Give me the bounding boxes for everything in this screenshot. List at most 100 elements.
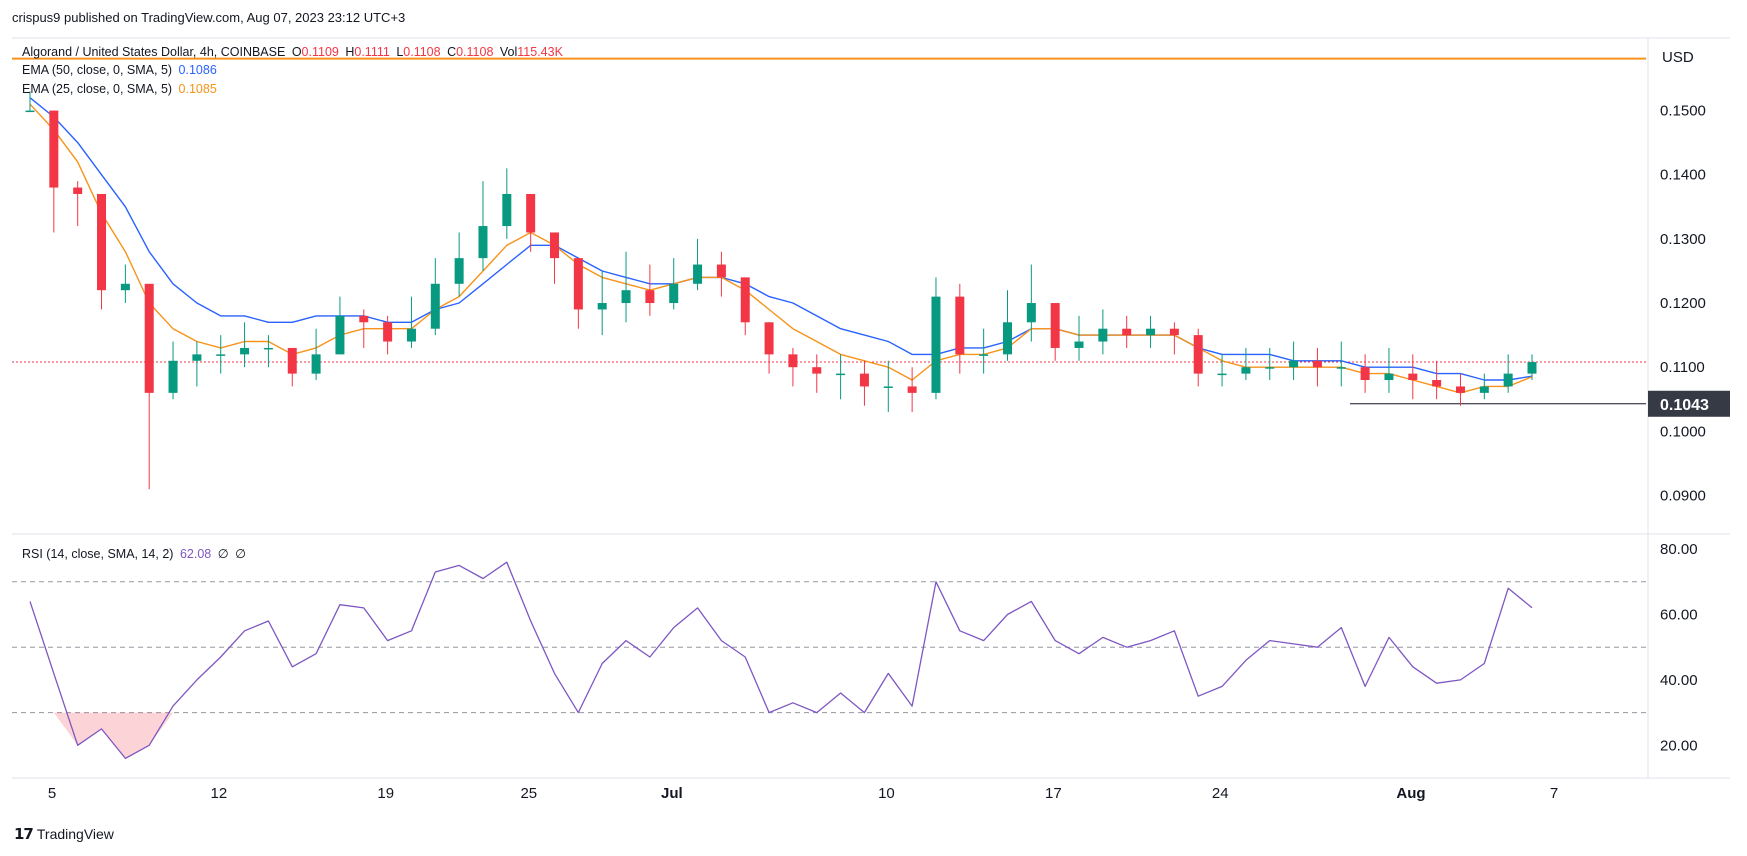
candle <box>25 91 35 113</box>
support-price-label: 0.1043 <box>1660 397 1709 414</box>
candle-body <box>1217 373 1227 376</box>
candle-body <box>1122 328 1132 336</box>
candle-body <box>1098 328 1108 342</box>
rsi-tick-label: 60.00 <box>1660 606 1698 623</box>
candle-body <box>1146 328 1156 336</box>
candle <box>311 328 321 381</box>
candle <box>1193 328 1203 387</box>
candle-body <box>526 193 536 233</box>
axes-layer[interactable]: 0.1500 0.1400 0.1300 0.1200 0.1100 0.1000 0.09… <box>48 49 1730 802</box>
candle <box>1360 354 1370 393</box>
candle <box>597 270 607 336</box>
candle <box>979 328 989 374</box>
candle-body <box>1050 303 1060 348</box>
rsi-extra-1: ∅ <box>217 547 229 561</box>
price-tick-label: 0.1400 <box>1660 167 1706 184</box>
candle <box>1455 373 1465 406</box>
candle <box>1169 322 1179 355</box>
symbol-name: Algorand / United States Dollar, 4h, COI… <box>22 45 286 59</box>
candle <box>1479 373 1489 400</box>
candle <box>955 283 965 374</box>
ema50-legend[interactable]: EMA (50, close, 0, SMA, 5) 0.1086 <box>22 63 220 77</box>
time-tick-label: 24 <box>1212 785 1229 802</box>
price-tick-label: 0.1300 <box>1660 231 1706 248</box>
candle-body <box>1002 322 1012 355</box>
candle <box>216 335 226 374</box>
candle-body <box>1074 341 1084 348</box>
rsi-oversold-fill <box>53 712 174 759</box>
candle <box>764 322 774 374</box>
price-lines-layer <box>12 57 1646 405</box>
candle-body <box>693 264 703 284</box>
candle <box>73 181 83 227</box>
time-tick-label: 25 <box>520 785 537 802</box>
candle <box>1503 354 1513 393</box>
publisher-line: crispus9 published on TradingView.com, A… <box>12 10 406 25</box>
candle-body <box>859 373 869 387</box>
candle <box>621 251 631 323</box>
candle-body <box>1479 386 1489 393</box>
ema25-label: EMA (25, close, 0, SMA, 5) <box>22 82 173 96</box>
candle <box>645 264 655 316</box>
candle-body <box>430 283 440 329</box>
time-tick-label: 19 <box>377 785 394 802</box>
close-label: C <box>447 45 457 59</box>
candle-body <box>478 226 488 259</box>
candle <box>240 322 250 368</box>
symbol-legend: Algorand / United States Dollar, 4h, COI… <box>22 45 566 59</box>
candle-body <box>764 322 774 355</box>
candle-body <box>287 347 297 374</box>
rsi-legend[interactable]: RSI (14, close, SMA, 14, 2) 62.08 ∅ ∅ <box>22 546 249 561</box>
open-label: O <box>291 45 302 59</box>
candle-body <box>1026 303 1036 323</box>
candle-body <box>907 386 917 393</box>
candle-body <box>49 110 59 188</box>
candle <box>1432 360 1442 400</box>
candle-body <box>740 277 750 323</box>
candle <box>359 309 369 348</box>
candle-body <box>1360 367 1370 381</box>
candle-body <box>240 347 250 355</box>
candle-body <box>955 296 965 355</box>
rsi-value: 62.08 <box>179 547 212 561</box>
candle-body <box>263 347 273 350</box>
candle-body <box>1336 367 1346 369</box>
candle <box>1408 354 1418 400</box>
candle-body <box>621 290 631 304</box>
price-tick-label: 0.1000 <box>1660 423 1706 440</box>
ema25-line <box>29 103 1533 394</box>
candle-body <box>383 322 393 342</box>
candle <box>406 296 416 348</box>
close-value: 0.1108 <box>456 45 494 59</box>
candle <box>168 341 178 400</box>
tradingview-brand: TradingView <box>36 826 114 842</box>
tradingview-logo[interactable]: 𝟭𝟳 TradingView <box>14 825 114 843</box>
candle-body <box>502 193 512 227</box>
time-tick-label: 10 <box>878 785 895 802</box>
rsi-line <box>29 561 1533 760</box>
candle-body <box>788 354 798 368</box>
candle <box>883 360 893 413</box>
candle <box>1098 309 1108 355</box>
ema25-legend[interactable]: EMA (25, close, 0, SMA, 5) 0.1085 <box>22 82 220 96</box>
candle-body <box>597 303 607 310</box>
candle <box>1122 315 1132 348</box>
time-tick-label: 17 <box>1045 785 1062 802</box>
candle <box>669 258 679 310</box>
candle-body <box>73 187 83 194</box>
ema50-label: EMA (50, close, 0, SMA, 5) <box>22 63 173 77</box>
candle-body <box>550 232 560 259</box>
ema-layer <box>29 97 1533 394</box>
rsi-series <box>12 561 1646 760</box>
candle-body <box>1432 380 1442 387</box>
price-tick-label: 0.1100 <box>1660 359 1705 376</box>
candle <box>1289 341 1299 381</box>
candle-body <box>359 315 369 323</box>
candle-body <box>1408 373 1418 381</box>
support-price-badge <box>1648 390 1730 417</box>
candle-body <box>573 258 583 310</box>
low-label: L <box>396 45 404 59</box>
candle <box>693 238 703 291</box>
candle <box>335 296 345 355</box>
